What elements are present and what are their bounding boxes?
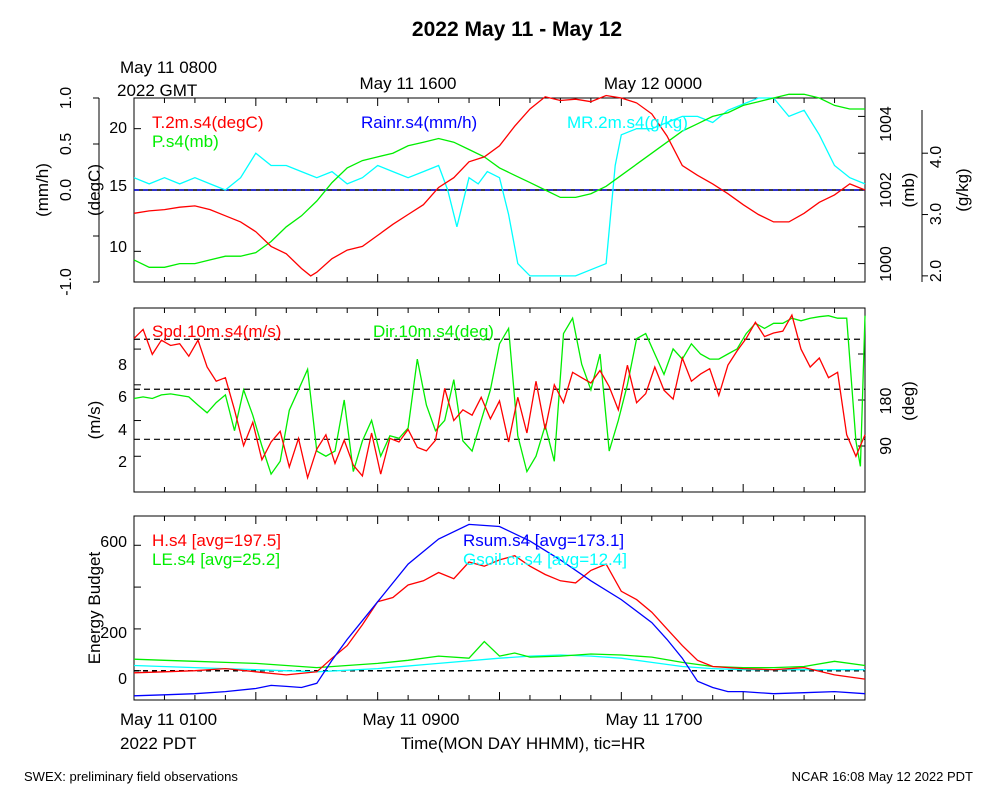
wind-reference-lines (134, 338, 865, 440)
rain-tick-05: 0.5 (58, 133, 75, 155)
legend-temperature: T.2m.s4(degC) (152, 113, 263, 132)
sensible-heat-line (133, 554, 866, 680)
footer-left: SWEX: preliminary field observations (24, 769, 238, 784)
spd-tick-8: 8 (118, 357, 127, 374)
panel-energy: H.s4 [avg=197.5] LE.s4 [avg=25.2] Rsum.s… (85, 515, 866, 701)
gmt-label-0000: May 12 0000 (604, 74, 702, 93)
rain-tick-1: 1.0 (58, 87, 75, 109)
pdt-start-line1: May 11 0100 (120, 710, 217, 729)
temp-tick-15: 15 (109, 178, 127, 195)
pressure-line (133, 93, 865, 268)
spd-tick-6: 6 (118, 389, 127, 406)
legend-rain: Rainr.s4(mm/h) (361, 113, 477, 132)
dir-axis-label: (deg) (899, 381, 918, 421)
mixing-ratio-line (133, 97, 866, 277)
legend-wind-speed: Spd.10m.s4(m/s) (152, 322, 281, 341)
mr-tick-4: 4.0 (928, 146, 945, 168)
radiation-sum-line (133, 523, 866, 697)
legend-soil-heat: Gsoil.cr.s4 [avg=12.4] (463, 550, 627, 569)
dir-tick-180: 180 (878, 388, 895, 415)
rain-tick-neg1: -1.0 (58, 268, 75, 296)
pres-axis-label: (mb) (899, 173, 918, 208)
energy-tick-0: 0 (118, 671, 127, 688)
legend-radiation-sum: Rsum.s4 [avg=173.1] (463, 531, 624, 550)
panel1-ticks (93, 97, 928, 283)
energy-axis-label: Energy Budget (85, 551, 104, 664)
wind-speed-line (133, 313, 866, 481)
pres-tick-1002: 1002 (878, 172, 895, 208)
temp-tick-10: 10 (109, 239, 127, 256)
energy-tick-600: 600 (100, 534, 127, 551)
pdt-label-1700: May 11 1700 (605, 710, 702, 729)
wind-direction-line (133, 315, 866, 476)
pres-tick-1000: 1000 (878, 246, 895, 282)
energy-tick-200: 200 (100, 625, 127, 642)
latent-heat-line (133, 640, 866, 669)
chart-title: 2022 May 11 - May 12 (412, 18, 622, 41)
panel2-ticks (133, 308, 866, 492)
spd-axis-label: (m/s) (85, 401, 104, 440)
mr-tick-3: 3.0 (928, 203, 945, 225)
rain-tick-0: 0.0 (58, 179, 75, 201)
legend-sensible-heat: H.s4 [avg=197.5] (152, 531, 281, 550)
mr-tick-2: 2.0 (928, 260, 945, 282)
dir-tick-90: 90 (878, 437, 895, 455)
legend-wind-direction: Dir.10m.s4(deg) (373, 322, 494, 341)
temperature-line (133, 94, 866, 277)
gmt-start-line2: 2022 GMT (117, 81, 197, 100)
spd-tick-2: 2 (118, 454, 127, 471)
legend-mixing-ratio: MR.2m.s4(g/kg) (567, 113, 688, 132)
mr-axis-label: (g/kg) (953, 168, 972, 211)
legend-pressure: P.s4(mb) (152, 132, 219, 151)
panel3-ticks (133, 516, 866, 700)
pres-tick-1004: 1004 (878, 106, 895, 142)
rain-axis-label: (mm/h) (33, 163, 52, 217)
temp-tick-20: 20 (109, 120, 127, 137)
x-axis-label: Time(MON DAY HHMM), tic=HR (401, 734, 646, 753)
panel-temperature: T.2m.s4(degC) P.s4(mb) Rainr.s4(mm/h) MR… (33, 87, 972, 296)
legend-latent-heat: LE.s4 [avg=25.2] (152, 550, 280, 569)
footer-right: NCAR 16:08 May 12 2022 PDT (792, 769, 973, 784)
spd-tick-4: 4 (118, 422, 127, 439)
temp-axis-label: (degC) (85, 164, 104, 216)
panel-wind: Spd.10m.s4(m/s) Dir.10m.s4(deg) 2 4 6 8 … (85, 307, 918, 493)
gmt-label-1600: May 11 1600 (359, 74, 456, 93)
pdt-label-0900: May 11 0900 (362, 710, 459, 729)
pdt-start-line2: 2022 PDT (120, 734, 197, 753)
gmt-start-line1: May 11 0800 (120, 58, 217, 77)
soil-heat-line (133, 654, 865, 673)
